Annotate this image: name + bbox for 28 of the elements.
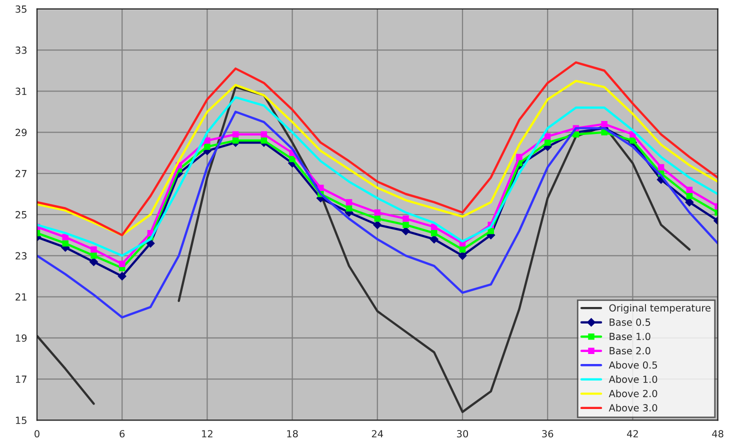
x-tick-label: 24 bbox=[372, 430, 384, 438]
y-tick-label: 17 bbox=[16, 376, 26, 383]
y-tick-label: 19 bbox=[16, 334, 27, 342]
y-tick-label: 25 bbox=[16, 211, 26, 218]
x-tick-label: 48 bbox=[712, 430, 724, 438]
x-tick-label: 36 bbox=[542, 430, 554, 438]
x-tick-label: 0 bbox=[34, 430, 40, 438]
x-tick-label: 6 bbox=[120, 430, 125, 438]
legend-label: Above 1.0 bbox=[608, 375, 658, 383]
x-tick-label: 18 bbox=[287, 430, 298, 438]
x-tick-label: 42 bbox=[626, 430, 638, 438]
legend-label: Base 1.0 bbox=[610, 332, 650, 340]
y-tick-label: 35 bbox=[16, 5, 26, 13]
y-tick-label: 27 bbox=[16, 170, 26, 178]
legend-label: Above 0.5 bbox=[608, 361, 657, 369]
y-tick-label: 31 bbox=[16, 88, 26, 96]
y-tick-label: 33 bbox=[16, 46, 26, 54]
legend-label: Above 2.0 bbox=[608, 390, 658, 398]
x-tick-label: 30 bbox=[457, 430, 468, 438]
legend-label: Above 3.0 bbox=[608, 404, 658, 412]
y-tick-label: 21 bbox=[16, 293, 26, 300]
legend-label: Base 0.5 bbox=[610, 318, 650, 326]
y-tick-label: 29 bbox=[16, 128, 27, 136]
legend-label: Base 2.0 bbox=[610, 347, 650, 354]
y-tick-label: 15 bbox=[16, 416, 26, 424]
legend-label: Original temperature bbox=[609, 304, 710, 314]
y-tick-label: 23 bbox=[16, 252, 26, 260]
x-tick-label: 12 bbox=[202, 430, 212, 438]
